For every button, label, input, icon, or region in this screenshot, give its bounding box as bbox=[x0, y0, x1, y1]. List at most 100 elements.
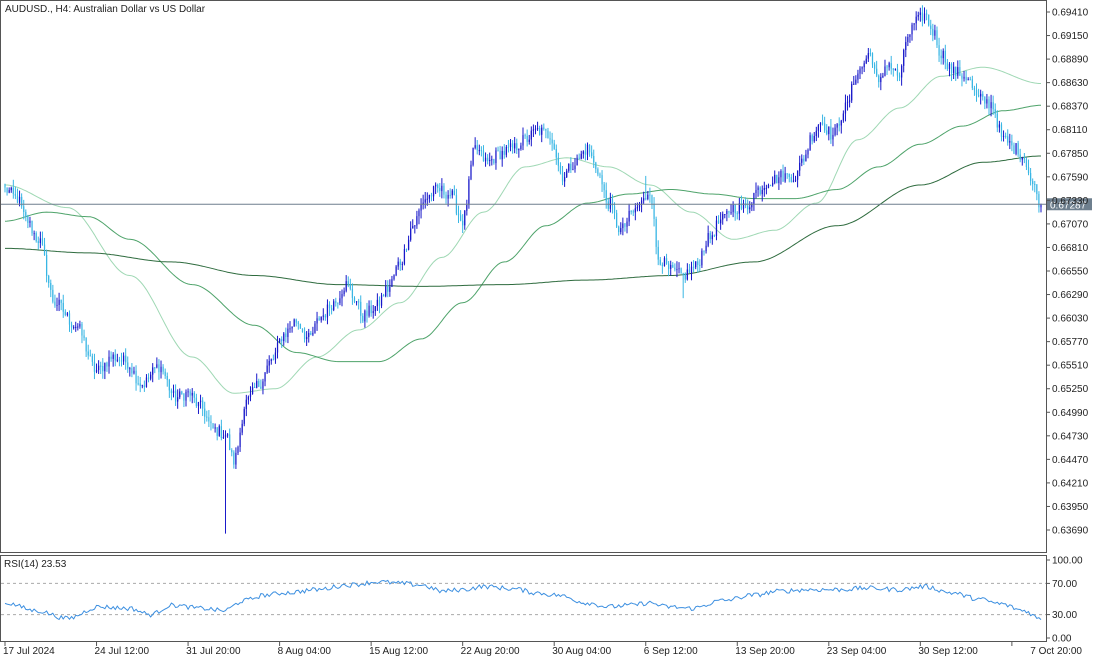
candle bbox=[343, 287, 345, 297]
candle bbox=[626, 217, 628, 234]
candle bbox=[682, 272, 684, 299]
candle bbox=[204, 401, 206, 424]
rsi-panel[interactable] bbox=[0, 555, 1047, 642]
candle bbox=[235, 447, 237, 469]
candle bbox=[774, 170, 776, 185]
candle bbox=[187, 388, 189, 398]
candle bbox=[566, 168, 568, 178]
candle bbox=[366, 302, 368, 323]
candle bbox=[857, 69, 859, 84]
candle bbox=[283, 332, 285, 346]
candle bbox=[595, 161, 597, 174]
candle bbox=[861, 66, 863, 75]
candle bbox=[942, 48, 944, 65]
candle bbox=[842, 110, 844, 123]
price-tick-label: 0.67330 bbox=[1052, 196, 1089, 207]
ma-slow-line bbox=[5, 155, 1041, 287]
candle bbox=[239, 427, 241, 452]
candle bbox=[501, 146, 503, 167]
time-tick-label: 8 Aug 04:00 bbox=[278, 646, 332, 657]
candle bbox=[690, 261, 693, 281]
candle bbox=[720, 212, 722, 230]
candle bbox=[514, 137, 516, 154]
candle bbox=[726, 208, 728, 222]
candle bbox=[31, 220, 33, 236]
candle bbox=[509, 139, 512, 152]
candle bbox=[220, 419, 222, 441]
candle bbox=[950, 62, 953, 82]
price-label-box bbox=[1047, 198, 1092, 211]
candle bbox=[655, 216, 657, 255]
candle bbox=[772, 176, 774, 187]
candle bbox=[287, 323, 289, 344]
candle bbox=[45, 249, 48, 283]
candle bbox=[778, 171, 780, 190]
candle bbox=[164, 368, 166, 379]
candle bbox=[73, 325, 75, 330]
candle bbox=[414, 225, 416, 234]
candle bbox=[122, 352, 125, 365]
candle bbox=[613, 202, 616, 220]
candle bbox=[208, 410, 210, 427]
price-tick-label: 0.68370 bbox=[1052, 102, 1089, 113]
price-tick-label: 0.68110 bbox=[1052, 125, 1088, 136]
candle bbox=[686, 263, 688, 281]
price-tick-label: 0.66810 bbox=[1052, 243, 1089, 254]
candle bbox=[782, 164, 784, 182]
candle bbox=[399, 258, 401, 271]
candle bbox=[715, 215, 718, 241]
candle bbox=[799, 155, 801, 177]
candle bbox=[245, 394, 247, 417]
candle bbox=[855, 75, 857, 86]
candle bbox=[530, 126, 532, 147]
candle bbox=[807, 148, 809, 159]
candle bbox=[472, 147, 474, 167]
candle bbox=[191, 388, 193, 404]
candle bbox=[43, 237, 46, 256]
candle bbox=[867, 47, 869, 62]
candle bbox=[195, 393, 198, 408]
candle bbox=[894, 68, 897, 71]
candle bbox=[495, 147, 497, 170]
candle bbox=[241, 419, 243, 436]
candle bbox=[630, 210, 632, 215]
price-tick-label: 0.63690 bbox=[1052, 526, 1089, 537]
candle bbox=[813, 132, 815, 143]
candle bbox=[79, 320, 81, 329]
candle bbox=[70, 321, 73, 334]
candle bbox=[767, 183, 770, 189]
candle bbox=[397, 257, 399, 270]
candle bbox=[91, 353, 93, 366]
candle bbox=[653, 197, 655, 227]
candle bbox=[266, 359, 268, 374]
candle bbox=[944, 44, 946, 70]
candle bbox=[420, 198, 422, 219]
candle bbox=[445, 191, 447, 204]
candle bbox=[120, 352, 123, 367]
candle bbox=[68, 310, 71, 332]
candle bbox=[805, 149, 807, 162]
candle bbox=[563, 171, 566, 187]
candle bbox=[851, 81, 853, 103]
candle bbox=[62, 294, 64, 318]
price-panel[interactable] bbox=[0, 0, 1047, 553]
candle bbox=[258, 378, 260, 388]
candle bbox=[953, 62, 955, 80]
candle bbox=[907, 33, 909, 47]
candle bbox=[911, 22, 913, 41]
candle bbox=[759, 186, 761, 196]
price-tick-label: 0.67590 bbox=[1052, 172, 1089, 183]
candle bbox=[967, 77, 969, 81]
candle bbox=[364, 309, 366, 328]
candle bbox=[776, 174, 778, 184]
candle bbox=[1009, 133, 1011, 150]
candle bbox=[930, 19, 932, 36]
candle bbox=[484, 152, 487, 167]
candle bbox=[306, 331, 308, 346]
candle bbox=[817, 124, 820, 138]
candle bbox=[268, 355, 270, 373]
candle bbox=[749, 201, 751, 214]
candle bbox=[848, 94, 851, 108]
